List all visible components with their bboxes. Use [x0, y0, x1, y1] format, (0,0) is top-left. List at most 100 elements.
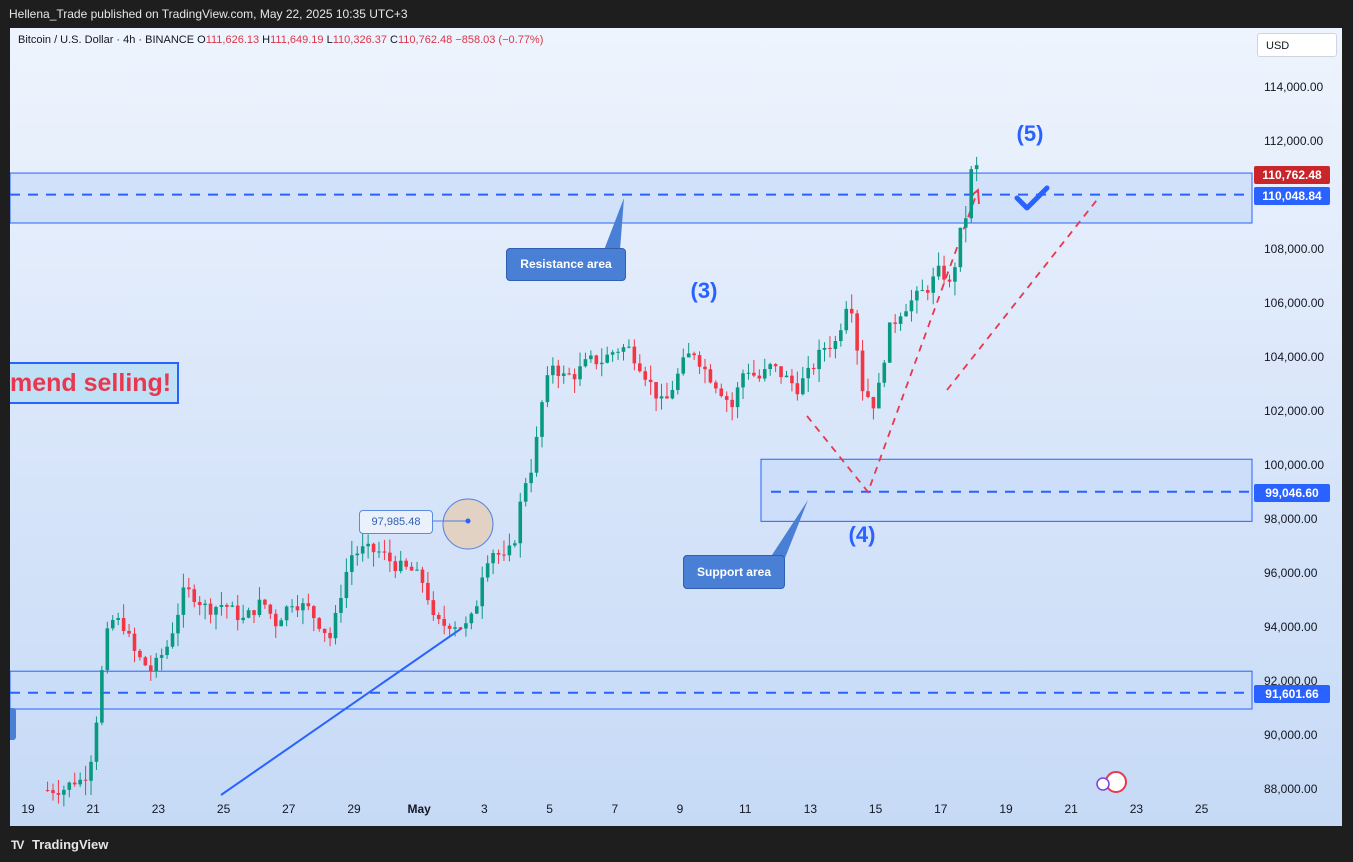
close-label: C [390, 34, 398, 46]
candle-body-156 [893, 322, 897, 324]
y-tick-label: 96,000.00 [1264, 566, 1318, 580]
candle-body-82 [491, 552, 495, 564]
candle-body-117 [681, 357, 686, 374]
wave-4-label[interactable]: (4) [848, 522, 876, 547]
candle-body-10 [100, 670, 104, 723]
candle-body-169 [963, 218, 968, 228]
candle-body-168 [958, 227, 963, 268]
y-tick-label: 90,000.00 [1264, 728, 1318, 742]
candle-body-161 [920, 290, 925, 292]
candle-body-42 [273, 613, 278, 627]
wave-5-label[interactable]: (5) [1016, 121, 1044, 146]
candle-body-152 [871, 396, 876, 409]
candle-body-45 [290, 606, 294, 608]
candle-body-110 [643, 371, 648, 380]
x-tick-label: 27 [282, 802, 296, 816]
resistance-callout[interactable]: Resistance area [506, 248, 626, 281]
candle-body-70 [426, 582, 430, 601]
candle-body-86 [513, 543, 517, 546]
candle-body-171 [974, 165, 979, 170]
candle-body-116 [676, 373, 680, 390]
close-value: 110,762.48 [398, 34, 453, 46]
footer-brand[interactable]: TradingView [32, 837, 109, 852]
candle-body-107 [627, 346, 631, 348]
candle-body-65 [398, 560, 403, 572]
chart-frame[interactable]: Bitcoin / U.S. Dollar · 4h · BINANCE O11… [10, 28, 1342, 826]
x-tick-label: 23 [1129, 802, 1144, 816]
candle-body-8 [89, 761, 93, 781]
candle-body-89 [529, 472, 533, 484]
candle-body-6 [78, 779, 82, 785]
candle-body-17 [138, 650, 142, 658]
support-callout[interactable]: Support area [683, 555, 785, 589]
candle-body-75 [453, 627, 457, 629]
candle-body-61 [377, 551, 381, 553]
low-value: 110,326.37 [332, 34, 387, 46]
candle-body-31 [214, 607, 218, 615]
candle-body-153 [877, 382, 881, 409]
candle-body-119 [692, 353, 696, 356]
candle-body-11 [105, 628, 110, 671]
candle-body-78 [469, 613, 474, 624]
candle-body-0 [45, 790, 50, 791]
low-label: L [326, 34, 333, 46]
chart-canvas[interactable] [10, 28, 1342, 826]
candle-body-43 [279, 620, 283, 627]
candle-body-14 [121, 618, 126, 631]
candle-body-165 [942, 265, 946, 280]
candle-body-52 [328, 632, 332, 639]
candle-body-136 [784, 375, 789, 378]
candle-body-47 [301, 603, 305, 611]
x-tick-label: 25 [216, 802, 231, 816]
trend-lines-layer [220, 185, 1127, 796]
candle-body-71 [431, 600, 436, 615]
candle-body-18 [143, 657, 148, 666]
x-tick-label: 9 [676, 802, 684, 816]
candle-body-67 [409, 566, 414, 571]
candle-body-48 [306, 603, 311, 607]
recommend-selling-text[interactable]: mend selling! [10, 362, 180, 404]
y-tick-label: 98,000.00 [1264, 512, 1318, 526]
candle-body-144 [828, 347, 832, 349]
candle-body-15 [127, 630, 131, 634]
candle-body-163 [931, 276, 935, 293]
last-price-tag: 110,762.48 [1254, 166, 1330, 184]
candle-body-1 [51, 790, 55, 794]
candle-body-32 [219, 605, 224, 608]
price-bubble-label[interactable]: 97,985.48 [359, 510, 433, 534]
wave-3-label[interactable]: (3) [690, 278, 718, 303]
candle-body-133 [768, 364, 772, 370]
candle-body-149 [855, 313, 859, 351]
high-value: 111,649.19 [270, 34, 324, 46]
candle-body-19 [148, 665, 153, 672]
candle-body-64 [393, 561, 398, 572]
support-pointer [770, 500, 808, 558]
candle-body-88 [523, 483, 528, 502]
candle-body-121 [703, 366, 707, 370]
change-value: −858.03 (−0.77%) [455, 34, 544, 46]
candle-body-129 [746, 372, 751, 374]
candle-body-154 [882, 362, 887, 383]
candle-body-46 [295, 606, 300, 611]
candle-body-100 [589, 355, 593, 360]
candle-body-114 [665, 396, 669, 399]
symbol-legend[interactable]: Bitcoin / U.S. Dollar · 4h · BINANCE O11… [18, 34, 543, 46]
x-tick-label: 29 [347, 802, 361, 816]
currency-button[interactable]: USD [1257, 33, 1337, 57]
y-tick-label: 88,000.00 [1264, 782, 1318, 796]
y-tick-label: 92,000.00 [1264, 674, 1318, 688]
zone-rect-1 [760, 458, 1253, 522]
candle-body-58 [360, 546, 365, 554]
candle-body-80 [480, 577, 485, 607]
candle-body-102 [599, 362, 604, 365]
tradingview-logo-icon[interactable]: TV [11, 838, 24, 852]
candles-layer [45, 156, 979, 807]
candle-body-91 [540, 402, 544, 437]
offscreen-callout-stub[interactable] [10, 708, 16, 740]
candle-body-123 [714, 382, 718, 389]
candle-body-115 [670, 389, 675, 399]
candle-body-141 [811, 367, 816, 370]
candle-body-21 [159, 655, 164, 658]
published-text: Hellena_Trade published on TradingView.c… [9, 7, 408, 21]
candle-body-145 [833, 341, 838, 349]
